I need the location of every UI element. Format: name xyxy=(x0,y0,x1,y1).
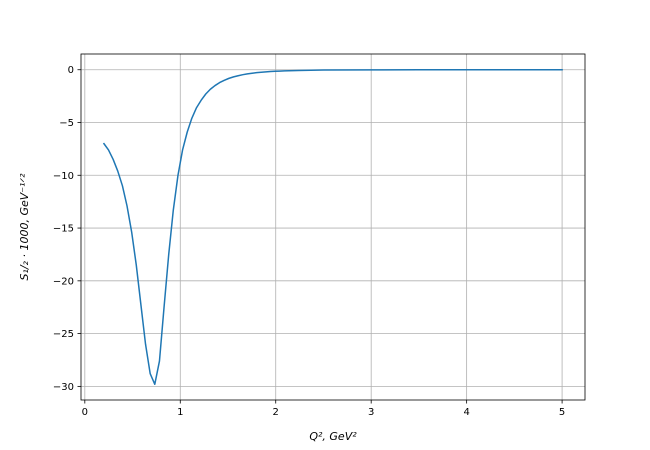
y-tick-label: −10 xyxy=(53,171,74,182)
x-tick-label: 5 xyxy=(559,407,565,418)
y-tick-label: −25 xyxy=(53,329,74,340)
y-tick-label: −20 xyxy=(53,276,74,287)
grid xyxy=(81,54,585,400)
x-tick-label: 1 xyxy=(177,407,183,418)
plot xyxy=(102,68,563,386)
y-tick-label: −30 xyxy=(53,382,74,393)
data-line xyxy=(102,68,563,386)
x-tick-label: 0 xyxy=(82,407,88,418)
x-tick-label: 4 xyxy=(463,407,469,418)
x-axis-label: Q², GeV² xyxy=(309,430,357,443)
x-tick-label: 3 xyxy=(368,407,374,418)
x-tick-label: 2 xyxy=(273,407,279,418)
frame xyxy=(80,53,586,401)
y-tick-label: −5 xyxy=(59,118,74,129)
y-axis-label: S₁/₂ · 1000, GeV⁻¹ᐟ² xyxy=(18,173,31,281)
y-tick-label: −15 xyxy=(53,224,74,235)
y-tick-label: 0 xyxy=(68,65,74,76)
